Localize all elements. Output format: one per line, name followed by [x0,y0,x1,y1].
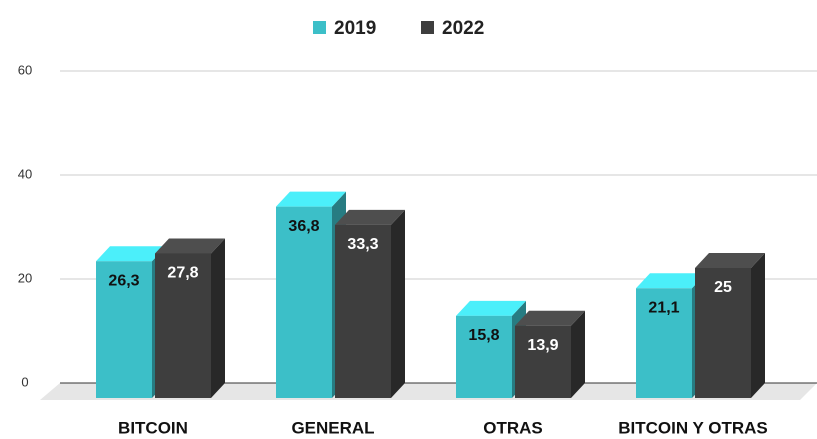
y-tick-label: 0 [21,374,28,389]
legend-label: 2019 [334,18,376,39]
value-label: 27,8 [167,265,198,282]
value-label: 21,1 [648,299,679,316]
bar-top [695,253,765,268]
bar-side [751,253,765,398]
bar [636,288,692,398]
bar [695,268,751,398]
bar-top [155,238,225,254]
value-label: 13,9 [527,337,558,354]
floor [40,383,817,400]
bar-top [456,300,526,316]
x-tick-label: BITCOIN [118,418,188,437]
x-tick-label: OTRAS [483,418,543,437]
y-tick-label: 60 [18,62,32,77]
bar-top [276,191,346,207]
bar-side [571,310,585,398]
bar [155,253,211,398]
bar [335,224,391,398]
bar [96,261,152,398]
bar [515,325,571,398]
bar [456,315,512,398]
bar-side [391,209,405,398]
legend-swatch [421,21,434,34]
bar-top [636,273,706,289]
value-label: 26,3 [108,272,139,289]
legend-swatch [313,21,326,34]
bar-top [96,246,166,262]
y-tick-label: 40 [18,166,32,181]
bar-top [515,310,585,326]
x-tick-label: BITCOIN Y OTRAS [618,418,768,437]
bar-side [211,238,225,398]
legend-label: 2022 [442,18,484,39]
value-label: 33,3 [347,236,378,253]
bar-top [335,209,405,225]
bar [276,206,332,398]
y-tick-label: 20 [18,270,32,285]
value-label: 15,8 [468,327,499,344]
value-label: 36,8 [288,218,319,235]
value-label: 25 [714,279,732,296]
x-tick-label: GENERAL [291,418,374,437]
